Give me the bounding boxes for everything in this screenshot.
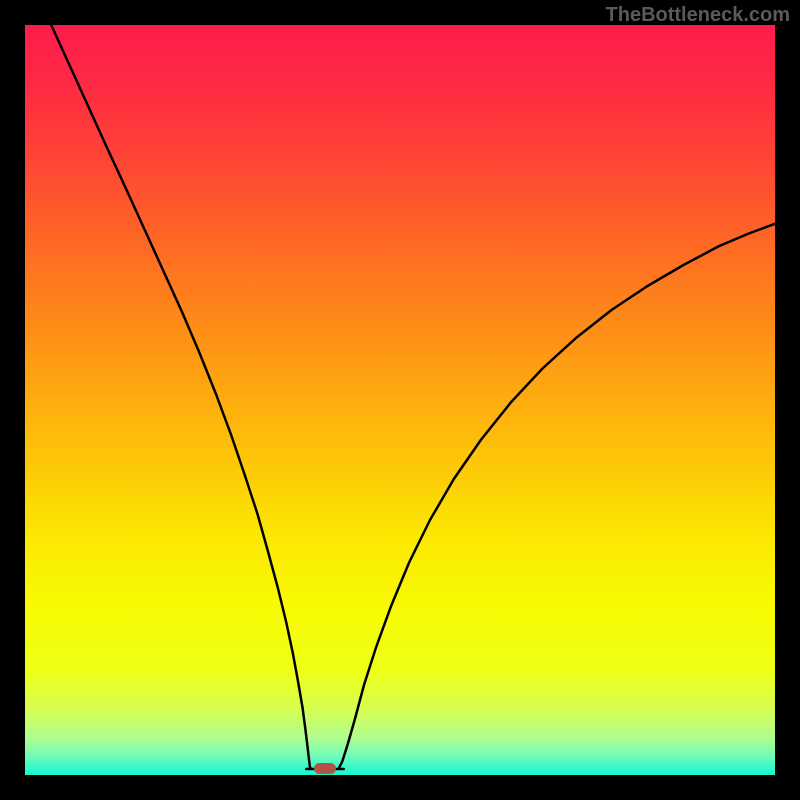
optimum-marker xyxy=(314,763,336,774)
chart-plot-area xyxy=(25,25,775,775)
chart-container: TheBottleneck.com xyxy=(0,0,800,800)
watermark-text: TheBottleneck.com xyxy=(606,4,790,27)
